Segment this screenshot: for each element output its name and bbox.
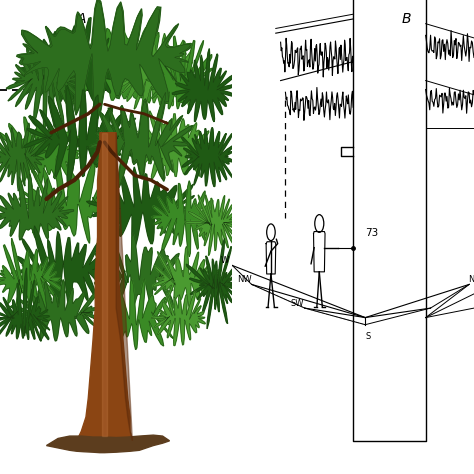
Text: S: S (365, 332, 370, 341)
Polygon shape (17, 0, 193, 120)
Polygon shape (17, 155, 119, 243)
Polygon shape (0, 123, 47, 191)
Polygon shape (146, 36, 218, 110)
Text: SW: SW (291, 299, 304, 308)
Polygon shape (0, 268, 50, 341)
Polygon shape (100, 278, 174, 350)
Polygon shape (19, 0, 191, 118)
Polygon shape (184, 195, 240, 255)
Polygon shape (153, 246, 224, 310)
Polygon shape (266, 242, 276, 274)
Text: N: N (468, 275, 474, 284)
Text: NW: NW (237, 275, 252, 284)
Text: A: A (76, 12, 86, 26)
Polygon shape (6, 38, 82, 130)
Polygon shape (172, 48, 236, 122)
Polygon shape (86, 167, 195, 249)
Polygon shape (0, 117, 85, 184)
Polygon shape (313, 232, 325, 272)
Polygon shape (151, 291, 205, 346)
Polygon shape (21, 85, 137, 187)
Polygon shape (15, 18, 122, 117)
Polygon shape (46, 435, 170, 453)
Text: W: W (221, 256, 229, 265)
Text: B: B (401, 12, 411, 26)
Polygon shape (10, 280, 101, 341)
Polygon shape (0, 173, 73, 240)
Polygon shape (129, 111, 222, 180)
Polygon shape (24, 87, 135, 185)
Polygon shape (90, 92, 192, 185)
Polygon shape (102, 133, 107, 436)
Polygon shape (186, 238, 240, 329)
Polygon shape (0, 238, 65, 316)
Polygon shape (77, 133, 132, 441)
Polygon shape (152, 181, 221, 257)
Polygon shape (69, 27, 186, 105)
Polygon shape (116, 133, 132, 441)
Polygon shape (94, 225, 188, 311)
Polygon shape (116, 33, 198, 116)
Polygon shape (181, 127, 235, 187)
Text: 73: 73 (365, 228, 378, 238)
Polygon shape (87, 90, 195, 187)
Polygon shape (12, 226, 111, 316)
